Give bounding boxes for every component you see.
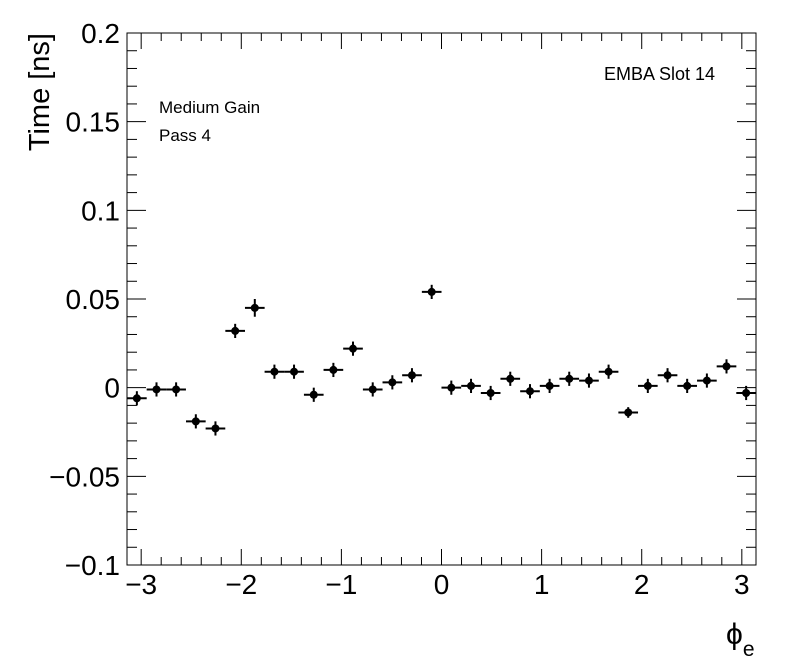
point-marker [407, 371, 416, 380]
data-point [421, 284, 442, 299]
point-marker [152, 385, 161, 394]
data-point [579, 373, 599, 388]
data-point [480, 385, 501, 401]
data-point [637, 378, 658, 393]
y-tick-label: 0.15 [66, 107, 121, 138]
point-marker [231, 326, 240, 335]
point-marker [132, 394, 141, 403]
data-point [697, 373, 717, 388]
data-point [520, 384, 540, 399]
gain-label: Medium Gain [159, 98, 260, 117]
x-tick-label: 0 [434, 569, 450, 600]
x-tick-label: 2 [634, 569, 650, 600]
point-marker [309, 390, 318, 399]
point-marker [172, 385, 181, 394]
y-tick-label: 0 [104, 373, 120, 404]
data-point [146, 382, 167, 397]
point-marker [565, 374, 574, 383]
data-points [127, 284, 756, 436]
data-point [500, 371, 521, 386]
data-point [539, 378, 560, 393]
data-point [461, 378, 481, 393]
x-tick-label: −3 [125, 569, 157, 600]
data-point [598, 364, 619, 379]
data-point [677, 378, 697, 393]
data-point [166, 382, 186, 397]
data-point [225, 323, 246, 339]
point-marker [447, 383, 456, 392]
x-axis-title: ϕe [726, 618, 755, 661]
y-tick-label: −0.1 [65, 550, 120, 581]
point-marker [191, 417, 200, 426]
point-marker [467, 381, 476, 390]
point-marker [506, 374, 515, 383]
point-marker [604, 367, 613, 376]
point-marker [270, 367, 279, 376]
data-point [362, 382, 383, 397]
plot-frame [126, 32, 757, 566]
pass-label: Pass 4 [159, 126, 211, 145]
y-tick-label: 0.1 [81, 195, 120, 226]
data-point [284, 364, 304, 379]
point-marker [368, 385, 377, 394]
point-marker [722, 362, 731, 371]
data-point [441, 380, 462, 395]
point-marker [211, 424, 220, 433]
data-point [402, 368, 422, 383]
point-marker [663, 371, 672, 380]
point-marker [290, 367, 299, 376]
point-marker [702, 376, 711, 385]
x-axis-title-subscript: e [743, 638, 755, 661]
data-point [205, 421, 226, 436]
point-marker [643, 381, 652, 390]
point-marker [349, 344, 358, 353]
data-point [343, 341, 363, 356]
y-tick-label: −0.05 [49, 461, 120, 492]
axis-ticks [127, 32, 756, 566]
x-axis-title-main: ϕ [726, 618, 743, 651]
data-point [716, 359, 737, 374]
point-marker [525, 387, 534, 396]
data-point [264, 364, 285, 379]
data-point [244, 299, 265, 317]
y-axis-title: Time [ns] [24, 33, 56, 151]
y-tick-label: 0.05 [66, 284, 121, 315]
point-marker [427, 287, 436, 296]
point-marker [624, 408, 633, 417]
module-label: EMBA Slot 14 [604, 64, 715, 84]
point-marker [250, 303, 259, 312]
data-point [186, 414, 206, 429]
point-marker [486, 388, 495, 397]
point-marker [584, 376, 593, 385]
data-point [303, 387, 324, 402]
data-point [323, 362, 344, 378]
x-tick-label: 3 [734, 569, 750, 600]
data-point [657, 368, 678, 383]
data-point [559, 371, 580, 386]
axis-tick-labels: −0.1 −0.05 0 0.05 0.1 0.15 0.2 −3 −2 −1 0 1 2 3 [49, 18, 749, 600]
y-tick-label: 0.2 [81, 18, 120, 49]
x-tick-label: −2 [225, 569, 257, 600]
point-marker [683, 381, 692, 390]
point-marker [329, 365, 338, 374]
data-point [618, 407, 639, 418]
data-point [382, 375, 403, 390]
x-tick-label: 1 [534, 569, 550, 600]
x-tick-label: −1 [325, 569, 357, 600]
data-point [736, 385, 756, 401]
point-marker [545, 381, 554, 390]
point-marker [388, 378, 397, 387]
data-point [127, 391, 147, 406]
point-marker [742, 388, 751, 397]
